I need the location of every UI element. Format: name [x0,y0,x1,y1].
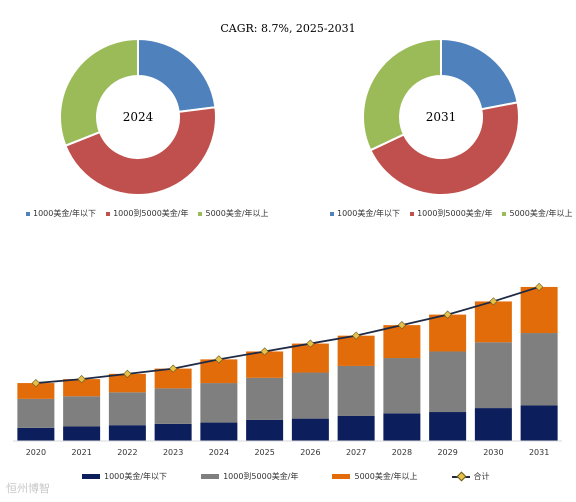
total-point [214,355,223,364]
bar-segment [246,377,284,420]
pie-slice [64,106,217,196]
cagr-title: CAGR: 8.7%, 2025-2031 [220,22,356,35]
bar-segment [17,427,55,441]
x-tick-label: 2031 [529,448,549,457]
pie-legend-left: 1000美金/年以下 1000到5000美金/年 5000美金/年以上 [26,208,279,219]
total-point [123,369,132,378]
bar-segment [383,325,421,359]
x-tick-label: 2023 [163,448,183,457]
bar-segment [337,335,375,366]
pie-slice [137,37,217,113]
legend-label: 1000到5000美金/年 [223,472,299,481]
bar-segment [200,359,238,384]
x-tick-label: 2029 [437,448,457,457]
total-point [306,339,315,348]
bar-segment [429,412,467,441]
bar-segment [246,419,284,441]
bar-segment [154,368,192,389]
pie-slice [440,37,519,111]
x-tick-label: 2026 [300,448,320,457]
bar-segment [429,314,467,352]
bar-segment [154,423,192,441]
bar-segment [108,373,146,393]
legend-label: 1000到5000美金/年 [417,209,493,218]
bar-segment [17,398,55,428]
bar-segment [63,379,101,397]
bar-segment [474,408,512,441]
total-point [77,375,86,384]
x-tick-label: 2027 [346,448,366,457]
bar-segment [383,358,421,414]
bar-segment [246,351,284,378]
legend-label: 5000美金/年以上 [354,472,418,481]
total-point [535,282,544,292]
bar-segment [154,388,192,424]
line-marker-icon [451,475,470,478]
bar-segment [200,383,238,423]
pie-slice [362,37,442,152]
total-point [169,364,178,373]
legend-label: 1000美金/年以下 [337,209,401,218]
bar-segment [474,301,512,343]
bar-segment [291,343,329,373]
bar-segment [520,405,558,441]
x-tick-label: 2025 [254,448,274,457]
bar-segment [291,418,329,441]
bar-segment [337,415,375,441]
x-tick-label: 2028 [392,448,412,457]
watermark: 恒州博智 [6,482,50,495]
bar-segment [383,413,421,441]
x-tick-label: 2020 [26,448,46,457]
pie-slice [369,101,520,196]
total-point [352,331,361,340]
legend-label: 合计 [473,472,490,481]
bar-segment [520,286,558,334]
bar-segment [108,425,146,441]
x-tick-label: 2024 [209,448,229,457]
legend-label: 1000美金/年以下 [33,209,97,218]
stacked-bar-chart: 2020 2021 2022 2023 2024 2025 2026 2027 2028 2029… [13,282,562,457]
pie-center-label: 2031 [426,110,457,124]
pie-2024: 2024 [59,37,217,196]
bar-legend: 1000美金/年以下 1000到5000美金/年 5000美金/年以上 合计 [82,471,524,482]
x-tick-label: 2030 [483,448,503,457]
bar-segment [63,426,101,441]
bar-segment [429,351,467,413]
x-tick-label: 2022 [117,448,137,457]
bar-segment [474,342,512,409]
legend-label: 1000到5000美金/年 [113,209,189,218]
legend-label: 5000美金/年以上 [509,209,573,218]
total-point [443,310,452,319]
legend-label: 1000美金/年以下 [104,472,168,481]
bar-segment [291,372,329,419]
total-point [397,321,406,330]
pie-slice [59,37,139,148]
x-tick-label: 2021 [71,448,91,457]
bar-segment [63,396,101,427]
total-line [35,286,540,384]
bar-segment [520,333,558,406]
total-point [260,347,269,356]
pie-legend-right: 1000美金/年以下 1000到5000美金/年 5000美金/年以上 [330,208,576,219]
bar-segment [200,422,238,441]
bar-segment [337,365,375,416]
total-point [31,378,40,388]
pie-2031: 2031 [362,37,520,196]
bar-segment [17,383,55,399]
total-point [489,297,498,306]
bar-segment [108,392,146,426]
legend-label: 5000美金/年以上 [205,209,269,218]
pie-center-label: 2024 [123,110,154,124]
